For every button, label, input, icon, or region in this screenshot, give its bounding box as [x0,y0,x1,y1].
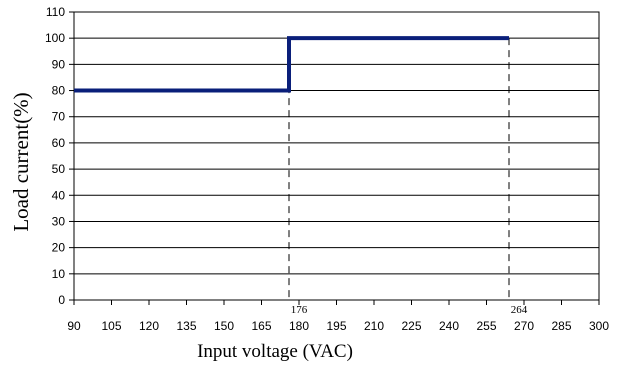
y-tick-label: 40 [52,188,66,202]
y-tick-label: 20 [52,241,66,255]
y-axis-ticks: 0 10 20 30 40 50 60 70 80 90 100 110 [45,5,74,307]
y-tick-label: 70 [52,110,66,124]
x-tick-label: 135 [176,319,196,333]
x-tick-label: 165 [251,319,271,333]
y-axis-title: Load current(%) [9,92,33,231]
series-line [74,36,509,93]
x-tick-label: 240 [439,319,459,333]
plot-frame [73,11,600,301]
x-axis-title: Input voltage (VAC) [197,341,353,362]
x-tick-label: 255 [476,319,496,333]
marker-label: 264 [511,304,528,316]
y-tick-label: 30 [52,214,66,228]
y-tick-label: 90 [52,57,66,71]
series-group [74,36,509,93]
x-tick-label: 90 [67,319,81,333]
marker-label: 176 [291,304,308,316]
x-tick-label: 225 [401,319,421,333]
y-tick-label: 80 [52,84,66,98]
y-tick-label: 50 [52,162,66,176]
y-tick-label: 60 [52,136,66,150]
x-tick-label: 300 [589,319,609,333]
grid-lines [74,37,599,275]
y-tick-label: 100 [45,31,65,45]
x-tick-label: 285 [551,319,571,333]
x-tick-label: 195 [326,319,346,333]
x-tick-label: 210 [364,319,384,333]
x-tick-label: 105 [101,319,121,333]
x-tick-label: 270 [514,319,534,333]
voltage-markers: 176 264 [288,38,528,316]
x-tick-label: 150 [214,319,234,333]
x-tick-label: 180 [289,319,309,333]
x-tick-label: 120 [139,319,159,333]
y-tick-label: 0 [58,293,65,307]
y-tick-label: 10 [52,267,66,281]
y-tick-label: 110 [46,5,65,19]
x-axis-ticks: 90 105 120 135 150 165 180 195 210 225 240 255 270 28… [67,300,609,333]
